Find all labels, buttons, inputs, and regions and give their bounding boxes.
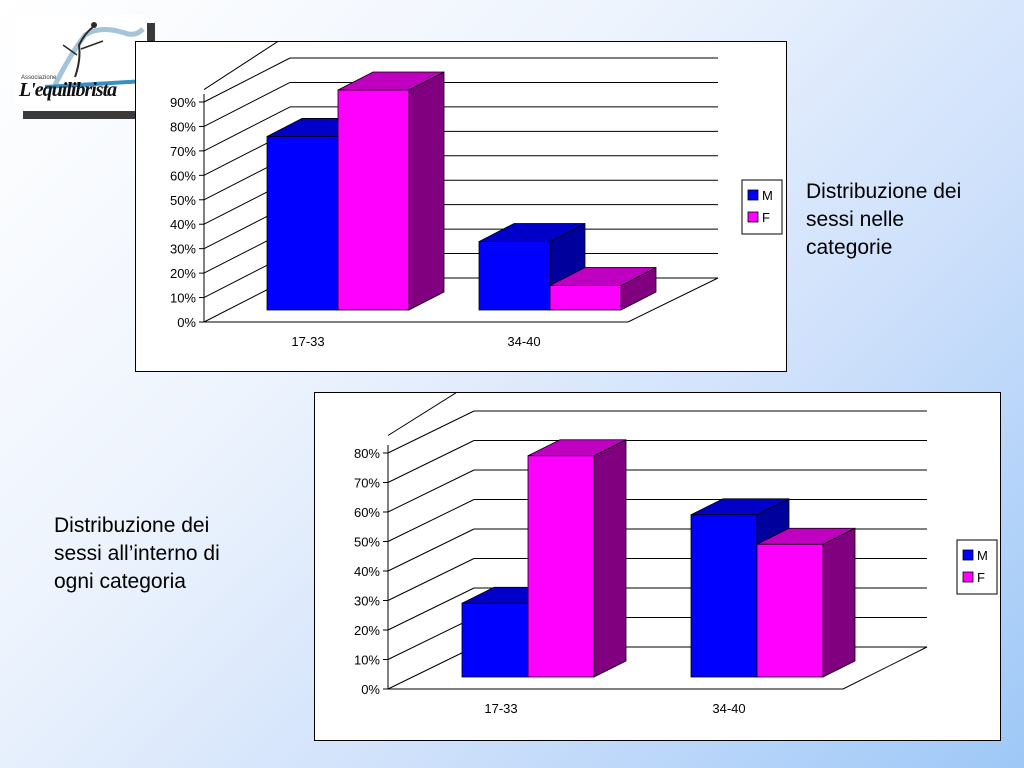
- bar-front: [461, 602, 529, 678]
- chart-2-caption: Distribuzione dei sessi all’interno di o…: [54, 514, 220, 593]
- y-tick-label: 0%: [177, 315, 196, 330]
- bar-f-34-40: [756, 527, 856, 678]
- legend-box: [741, 179, 783, 235]
- y-tick-label: 20%: [170, 266, 196, 281]
- legend-box: [956, 539, 998, 595]
- y-tick-label: 30%: [354, 594, 380, 609]
- y-tick-label: 10%: [170, 291, 196, 306]
- chart-2: 0% 10% 20% 30% 40% 50% 60% 70% 80% 17-33 34-40 MF: [354, 381, 998, 716]
- y-tick-label: 20%: [354, 623, 380, 638]
- side-wall-line: [203, 57, 291, 103]
- bar-front: [527, 455, 595, 678]
- legend-label-m: M: [977, 548, 988, 563]
- side-wall-line: [387, 617, 475, 660]
- bar-f-17-33: [337, 71, 445, 311]
- bar-m-34-40: [478, 222, 586, 311]
- y-tick-label: 50%: [354, 535, 380, 550]
- y-tick-label: 70%: [354, 476, 380, 491]
- floor-edge: [842, 646, 928, 690]
- bar-side: [408, 71, 445, 311]
- side-wall-line: [387, 469, 475, 513]
- tightrope-walker-logo-icon: [44, 22, 146, 89]
- y-tick-label: 60%: [170, 168, 196, 183]
- y-tick-label: 10%: [354, 653, 380, 668]
- legend-swatch-m: [962, 549, 974, 561]
- side-wall-line: [203, 81, 291, 127]
- chart-2-frame: 0% 10% 20% 30% 40% 50% 60% 70% 80% 17-33 34-40 M F: [314, 381, 1001, 741]
- logo: Associazione L'equilibrista: [15, 15, 147, 111]
- side-wall-line: [387, 410, 475, 454]
- bar-front: [690, 514, 758, 678]
- y-tick-label: 50%: [170, 193, 196, 208]
- side-wall-line: [387, 528, 475, 572]
- y-tick-label: 60%: [354, 505, 380, 520]
- floor-edge: [627, 277, 719, 323]
- chart-1-frame: 0% 10% 20% 30% 40% 50% 60% 70% 80% 90% 17-33 34-40 M…: [135, 33, 787, 372]
- bar-front: [266, 136, 339, 311]
- legend: MF: [956, 539, 998, 595]
- side-wall-line: [203, 33, 291, 90]
- bar-side: [593, 439, 627, 678]
- y-tick-label: 90%: [170, 95, 196, 110]
- bar-side: [822, 527, 856, 678]
- chart-1-caption: Distribuzione dei sessi nelle categorie: [806, 180, 962, 259]
- bar-front: [756, 543, 824, 678]
- side-wall-line: [387, 499, 475, 542]
- legend-label-f: F: [977, 570, 985, 585]
- legend-swatch-f: [962, 571, 974, 583]
- side-wall-line: [387, 558, 475, 601]
- chart-1: 0% 10% 20% 30% 40% 50% 60% 70% 80% 90% 17-33 34-40 M…: [170, 33, 783, 349]
- side-wall-line: [387, 381, 475, 436]
- y-tick-label: 0%: [361, 682, 380, 697]
- legend-label-m: M: [762, 188, 773, 203]
- y-tick-label: 30%: [170, 242, 196, 257]
- bar-f-34-40: [549, 266, 657, 311]
- legend: MF: [741, 179, 783, 235]
- x-tick-label: 17-33: [291, 334, 324, 349]
- bar-front: [478, 241, 551, 311]
- bar-front: [337, 89, 410, 311]
- legend-label-f: F: [762, 210, 770, 225]
- side-wall-line: [387, 440, 475, 483]
- legend-swatch-m: [747, 189, 759, 201]
- side-wall-line: [387, 587, 475, 631]
- bar-front: [549, 285, 622, 311]
- bar-f-17-33: [527, 439, 627, 678]
- y-tick-label: 80%: [354, 446, 380, 461]
- logo-title: L'equilibrista: [19, 79, 117, 101]
- y-tick-label: 70%: [170, 144, 196, 159]
- y-tick-label: 80%: [170, 119, 196, 134]
- x-tick-label: 17-33: [484, 701, 517, 716]
- y-tick-label: 40%: [354, 564, 380, 579]
- x-tick-label: 34-40: [712, 701, 745, 716]
- x-tick-label: 34-40: [507, 334, 540, 349]
- side-wall-line: [203, 106, 291, 152]
- side-wall-line: [387, 646, 475, 690]
- y-tick-label: 40%: [170, 217, 196, 232]
- legend-swatch-f: [747, 211, 759, 223]
- logo-subtitle: Associazione: [21, 75, 57, 81]
